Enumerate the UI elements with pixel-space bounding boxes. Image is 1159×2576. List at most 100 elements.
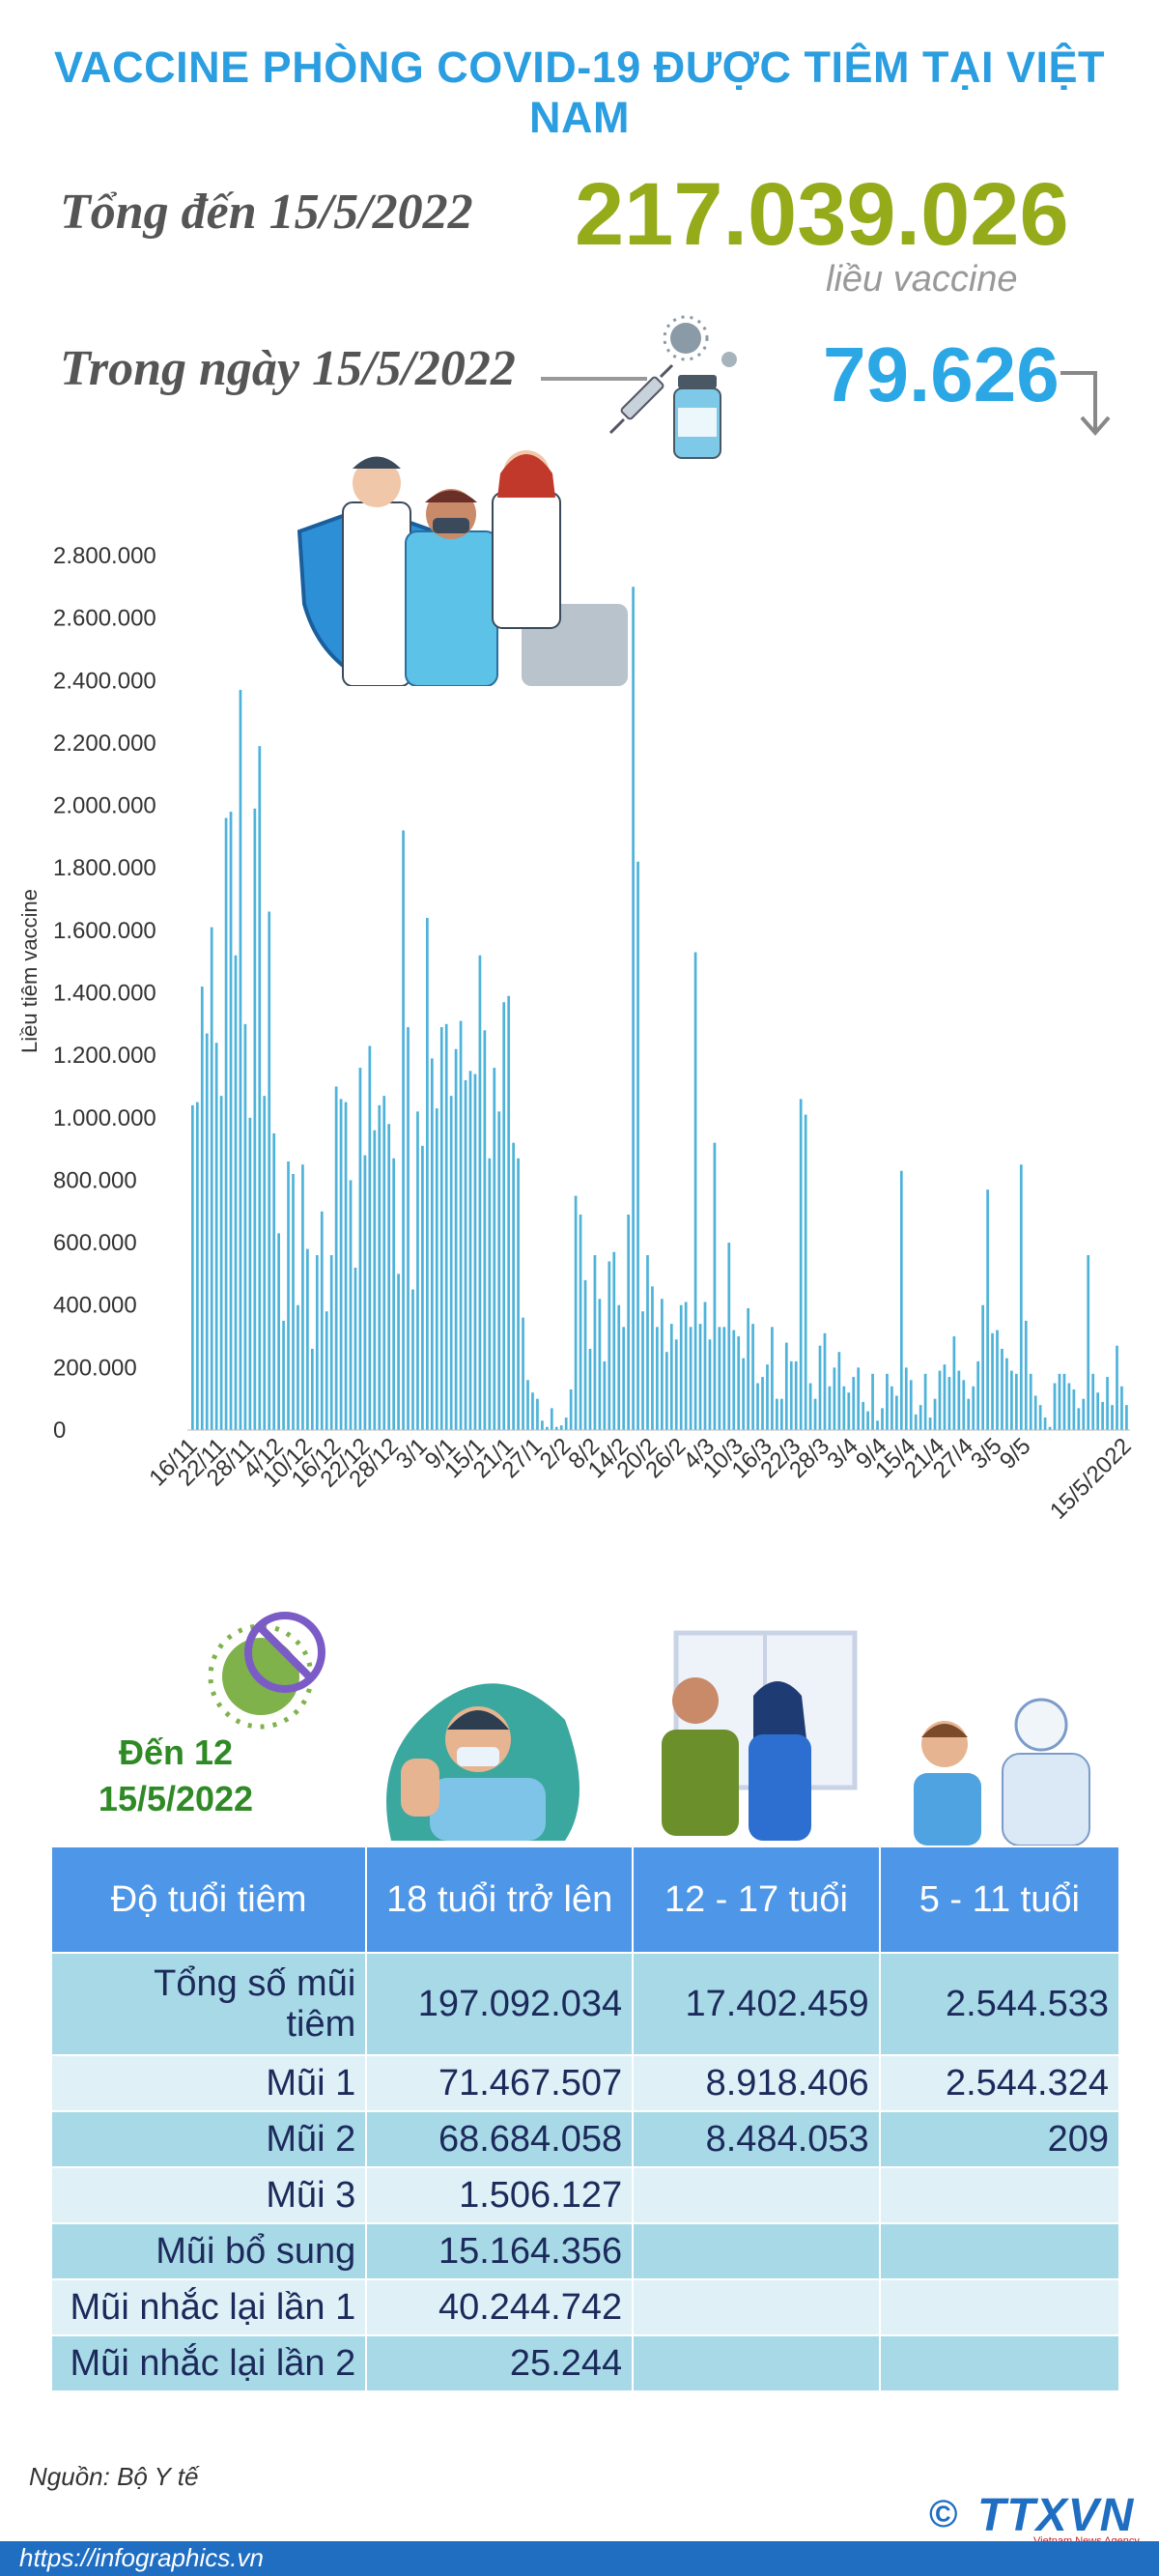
bar	[449, 1096, 453, 1430]
table-header-cell: 12 - 17 tuổi	[632, 1846, 881, 1954]
bar	[617, 1304, 621, 1430]
bar	[776, 1398, 778, 1430]
bar	[320, 1211, 324, 1430]
table-cell: 209	[878, 2110, 1121, 2168]
bar	[636, 861, 639, 1430]
bar	[794, 1360, 798, 1430]
y-tick-label: 1.600.000	[53, 918, 156, 944]
table-cell: 2.544.324	[878, 2054, 1121, 2112]
bar	[627, 1214, 631, 1430]
bar	[344, 1102, 348, 1431]
bar	[1043, 1417, 1047, 1430]
bar	[358, 1068, 362, 1430]
bar	[407, 1027, 410, 1430]
table-row: Tổng số mũi tiêm 197.092.034 17.402.459 …	[49, 1952, 1121, 2056]
source-note: Nguồn: Bộ Y tế	[29, 2462, 199, 2491]
total-label: Tổng đến 15/5/2022	[60, 185, 473, 240]
bar	[435, 1108, 438, 1430]
bar	[679, 1304, 683, 1430]
bar	[737, 1336, 741, 1430]
bar	[214, 1043, 218, 1430]
bar	[933, 1398, 937, 1430]
nurse-vaccinating-illustration	[662, 1630, 858, 1841]
bar	[651, 1286, 654, 1430]
table-cell: 68.684.058	[365, 2110, 635, 2168]
y-tick-label: 200.000	[53, 1355, 137, 1381]
bar	[641, 1311, 644, 1430]
bar	[899, 1170, 903, 1430]
y-tick-label: 1.200.000	[53, 1043, 156, 1069]
virus-icon	[663, 315, 737, 367]
bar	[287, 1161, 290, 1430]
bar	[1101, 1401, 1104, 1430]
footer-bar	[0, 2541, 1159, 2576]
bar	[756, 1383, 759, 1430]
bar	[828, 1386, 832, 1430]
bar	[914, 1414, 918, 1430]
bar	[1096, 1392, 1100, 1430]
y-tick-label: 0	[53, 1417, 66, 1444]
bar	[224, 817, 228, 1430]
bar	[661, 1299, 664, 1430]
bar	[473, 1073, 477, 1430]
bar	[866, 1411, 869, 1430]
bar	[1033, 1395, 1037, 1430]
bar	[522, 1317, 524, 1430]
bar	[847, 1392, 851, 1430]
bar	[397, 1274, 400, 1430]
bar	[598, 1299, 602, 1430]
bar	[1087, 1255, 1090, 1430]
bar	[243, 1023, 247, 1430]
table-row: Mũi 2 68.684.058 8.484.053 209	[49, 2110, 1121, 2168]
bar	[353, 1267, 357, 1430]
bar	[1024, 1320, 1028, 1431]
bar	[833, 1367, 836, 1430]
bar	[569, 1388, 573, 1430]
bar	[334, 1086, 338, 1430]
bar	[622, 1327, 626, 1430]
bar	[1001, 1348, 1004, 1430]
table-cell: 71.467.507	[365, 2054, 635, 2112]
bar	[550, 1408, 553, 1431]
bar	[842, 1386, 846, 1430]
bar	[693, 952, 697, 1430]
bar	[991, 1332, 994, 1430]
bar	[368, 1045, 372, 1430]
bar	[468, 1071, 472, 1430]
y-tick-label: 2.200.000	[53, 730, 156, 757]
table-row: Mũi bổ sung 15.164.356	[49, 2222, 1121, 2280]
footer-url-link[interactable]: https://infographics.vn	[19, 2543, 264, 2572]
row-label: Mũi 2	[49, 2110, 368, 2168]
section-date-line2: 15/5/2022	[98, 1779, 254, 1818]
total-value: 217.039.026	[575, 165, 1069, 264]
bar	[871, 1373, 874, 1430]
bar	[1038, 1405, 1042, 1430]
copyright-symbol: ©	[929, 2493, 958, 2535]
bar	[531, 1392, 534, 1430]
bar	[263, 1096, 267, 1430]
bar	[664, 1352, 668, 1430]
bar	[771, 1327, 774, 1430]
bar	[234, 955, 238, 1430]
y-tick-label: 1.400.000	[53, 981, 156, 1007]
bar	[512, 1142, 515, 1430]
bar	[593, 1255, 597, 1430]
bar	[919, 1405, 922, 1430]
x-tick-label: 9/5	[995, 1433, 1036, 1474]
bar	[349, 1180, 353, 1430]
y-tick-label: 2.600.000	[53, 606, 156, 632]
table-cell	[632, 2278, 881, 2336]
bar	[258, 746, 262, 1430]
bar	[1053, 1383, 1057, 1430]
table-cell: 17.402.459	[632, 1952, 881, 2056]
bar	[268, 911, 271, 1430]
bar	[444, 1023, 448, 1430]
vaccine-illustration	[608, 315, 737, 459]
people-illustration	[297, 450, 628, 686]
bars	[187, 587, 1130, 1431]
bar	[722, 1327, 726, 1430]
bar	[430, 1058, 434, 1431]
bar	[996, 1330, 999, 1430]
bar	[632, 587, 635, 1430]
table-cell: 40.244.742	[365, 2278, 635, 2336]
